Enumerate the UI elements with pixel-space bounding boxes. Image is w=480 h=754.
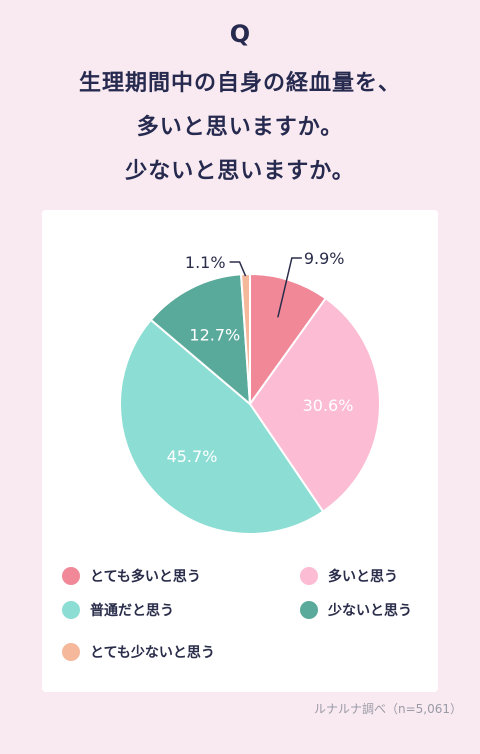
pie-chart: 9.9% 30.6% 45.7% 12.7% 1.1% bbox=[119, 249, 381, 535]
slice-very-much-leader bbox=[277, 257, 302, 318]
legend-item-very-much: とても多いと思う bbox=[62, 566, 201, 586]
legend-swatch bbox=[300, 601, 318, 619]
legend-swatch bbox=[300, 567, 318, 585]
legend-label: とても少ないと思う bbox=[90, 645, 215, 661]
slice-very-much bbox=[249, 272, 328, 408]
legend-item-very-little: とても少ないと思う bbox=[62, 642, 215, 662]
legend-label: 普通だと思う bbox=[90, 603, 174, 619]
question-mark: Q bbox=[229, 20, 251, 48]
legend-label: とても多いと思う bbox=[90, 569, 201, 585]
slice-normal-label: 45.7% bbox=[167, 447, 218, 466]
legend-swatch bbox=[62, 643, 80, 661]
slice-much-label: 30.6% bbox=[303, 396, 354, 415]
slice-little-label: 12.7% bbox=[189, 325, 240, 344]
slice-very-little-leader bbox=[229, 261, 247, 277]
chart-card: 9.9% 30.6% 45.7% 12.7% 1.1% とても多いと思う 多いと思う 普… bbox=[42, 210, 438, 692]
slice-very-little-label: 1.1% bbox=[185, 253, 226, 272]
legend-label: 少ないと思う bbox=[328, 603, 412, 619]
slice-little bbox=[149, 273, 252, 407]
question-line-2: 多いと思いますか。 bbox=[136, 115, 344, 140]
slice-very-much-label: 9.9% bbox=[304, 249, 345, 268]
legend-swatch bbox=[62, 567, 80, 585]
question-text: 生理期間中の自身の経血量を、 多いと思いますか。 少ないと思いますか。 bbox=[0, 62, 480, 194]
legend-label: 多いと思う bbox=[328, 569, 398, 585]
question-line-1: 生理期間中の自身の経血量を、 bbox=[78, 71, 401, 96]
legend-item-little: 少ないと思う bbox=[300, 600, 412, 620]
slice-normal bbox=[119, 318, 325, 535]
legend-item-much: 多いと思う bbox=[300, 566, 398, 586]
source-note: ルナルナ調べ（n=5,061） bbox=[313, 702, 462, 716]
question-line-3: 少ないと思いますか。 bbox=[125, 159, 355, 184]
slice-much bbox=[248, 296, 381, 513]
legend-swatch bbox=[62, 601, 80, 619]
legend-item-normal: 普通だと思う bbox=[62, 600, 174, 620]
legend: とても多いと思う 多いと思う 普通だと思う 少ないと思う とても少ないと思う bbox=[42, 210, 438, 692]
